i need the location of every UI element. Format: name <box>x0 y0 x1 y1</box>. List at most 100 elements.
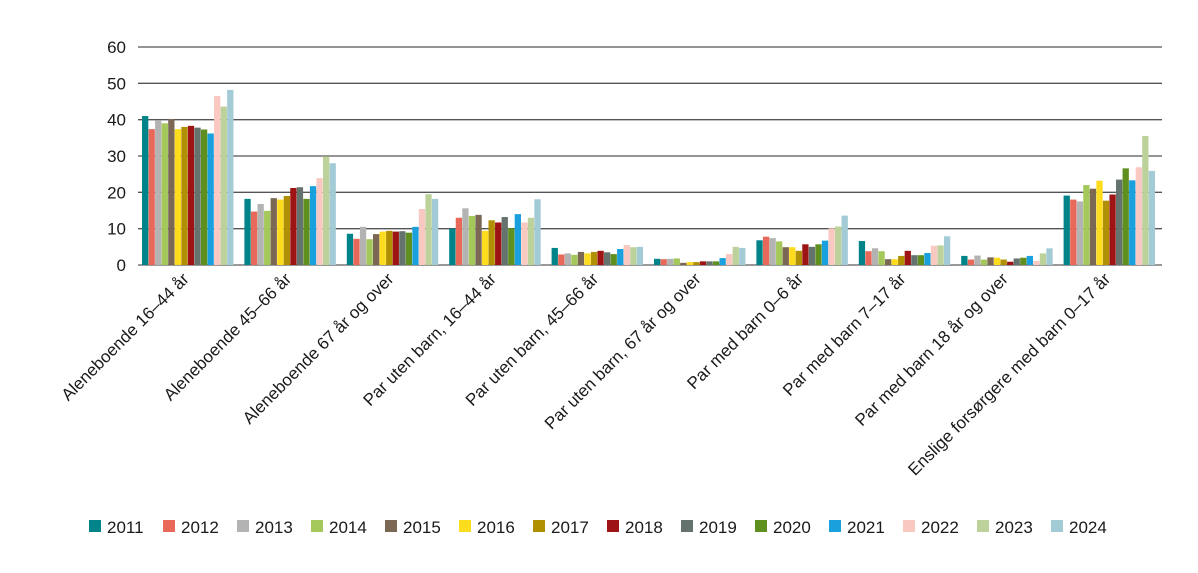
bar-2016-0 <box>174 129 182 265</box>
legend-label: 2017 <box>551 518 589 537</box>
bar-2024-9 <box>1148 170 1156 265</box>
y-tick-label: 60 <box>107 38 126 57</box>
legend-swatch-2013 <box>237 520 249 532</box>
bar-2020-7 <box>917 255 925 265</box>
bar-2012-9 <box>1070 199 1077 265</box>
bar-2017-4 <box>590 251 598 265</box>
bar-2013-5 <box>667 258 674 265</box>
bar-2019-4 <box>604 252 611 265</box>
bar-2022-4 <box>623 245 630 265</box>
bar-2014-9 <box>1083 185 1090 265</box>
bar-2022-3 <box>521 222 528 265</box>
bar-2015-7 <box>885 259 892 265</box>
bar-2014-0 <box>161 123 168 265</box>
legend-swatch-2016 <box>459 520 471 532</box>
bar-2018-3 <box>495 222 502 265</box>
bar-2020-9 <box>1122 168 1129 265</box>
bar-2021-4 <box>617 249 624 265</box>
bar-2018-1 <box>290 187 297 265</box>
bar-2023-2 <box>425 194 432 265</box>
bar-2015-9 <box>1089 188 1097 265</box>
bar-2022-8 <box>1033 261 1040 265</box>
bar-2022-9 <box>1135 167 1142 265</box>
bar-2024-7 <box>943 236 951 265</box>
bar-2019-1 <box>296 187 304 265</box>
bar-2018-8 <box>1007 261 1014 265</box>
bar-2017-6 <box>795 250 802 265</box>
bar-2014-6 <box>776 241 783 265</box>
bar-2012-3 <box>455 217 463 265</box>
legend-label: 2019 <box>699 518 737 537</box>
bar-2022-7 <box>930 245 938 265</box>
legend-swatch-2017 <box>533 520 545 532</box>
bar-2019-7 <box>911 255 918 265</box>
bar-2016-6 <box>789 247 796 265</box>
legend-label: 2016 <box>477 518 515 537</box>
bar-2015-0 <box>168 118 175 265</box>
bar-2014-1 <box>264 210 271 265</box>
bar-2023-9 <box>1142 136 1149 265</box>
legend-swatch-2012 <box>163 520 175 532</box>
bar-2011-9 <box>1063 195 1070 265</box>
legend-swatch-2019 <box>681 520 693 532</box>
bar-2024-5 <box>739 247 746 265</box>
bar-2024-6 <box>841 215 848 265</box>
bar-2016-2 <box>379 231 386 265</box>
bar-2012-6 <box>762 236 770 265</box>
bar-2012-8 <box>967 259 975 265</box>
bar-2015-2 <box>373 234 380 265</box>
legend-swatch-2022 <box>903 520 915 532</box>
bar-2017-7 <box>898 255 905 265</box>
bar-2020-4 <box>610 254 617 265</box>
bar-2021-5 <box>719 258 726 265</box>
bar-2014-2 <box>366 239 373 265</box>
x-tick-label: Par med barn 0–6 år <box>683 269 807 393</box>
bar-2020-0 <box>200 129 208 265</box>
y-tick-label: 40 <box>107 111 126 130</box>
bar-2018-7 <box>904 250 911 265</box>
bar-2012-5 <box>660 259 667 265</box>
bar-2023-5 <box>732 246 739 265</box>
bar-2021-9 <box>1129 180 1136 265</box>
bar-2022-5 <box>726 254 733 265</box>
bar-2024-1 <box>329 163 336 265</box>
bar-2014-5 <box>673 258 680 265</box>
bar-2018-5 <box>699 261 707 265</box>
bar-2013-2 <box>359 226 367 265</box>
bar-2024-3 <box>534 199 541 265</box>
legend-label: 2011 <box>107 518 144 537</box>
bar-2021-6 <box>821 240 829 265</box>
bar-2020-5 <box>712 261 720 265</box>
bar-2016-3 <box>481 230 489 265</box>
bar-2015-4 <box>577 251 585 265</box>
legend-label: 2022 <box>921 518 959 537</box>
bar-2015-5 <box>680 262 687 265</box>
bar-2021-8 <box>1026 255 1033 265</box>
bar-2013-0 <box>155 120 162 265</box>
bar-2023-4 <box>630 247 637 265</box>
bar-2013-6 <box>769 238 776 265</box>
bar-2021-1 <box>309 186 317 265</box>
bar-2012-2 <box>353 238 360 265</box>
bar-2017-1 <box>283 195 290 265</box>
bar-2013-8 <box>974 255 981 265</box>
bar-2011-2 <box>346 233 354 265</box>
bar-2016-9 <box>1096 180 1103 265</box>
legend-swatch-2014 <box>311 520 323 532</box>
bar-2024-8 <box>1046 248 1053 265</box>
bar-2014-3 <box>468 215 476 265</box>
bar-2011-8 <box>961 255 968 265</box>
bar-2014-4 <box>571 254 578 265</box>
legend-label: 2021 <box>847 518 885 537</box>
bar-2020-3 <box>508 228 515 265</box>
bar-2017-5 <box>693 262 700 265</box>
bar-2012-1 <box>250 211 258 265</box>
bar-2013-7 <box>871 248 879 265</box>
bar-2022-2 <box>418 209 426 265</box>
bar-2013-3 <box>462 208 469 265</box>
bar-2012-7 <box>865 251 872 265</box>
bar-2015-1 <box>270 198 277 265</box>
